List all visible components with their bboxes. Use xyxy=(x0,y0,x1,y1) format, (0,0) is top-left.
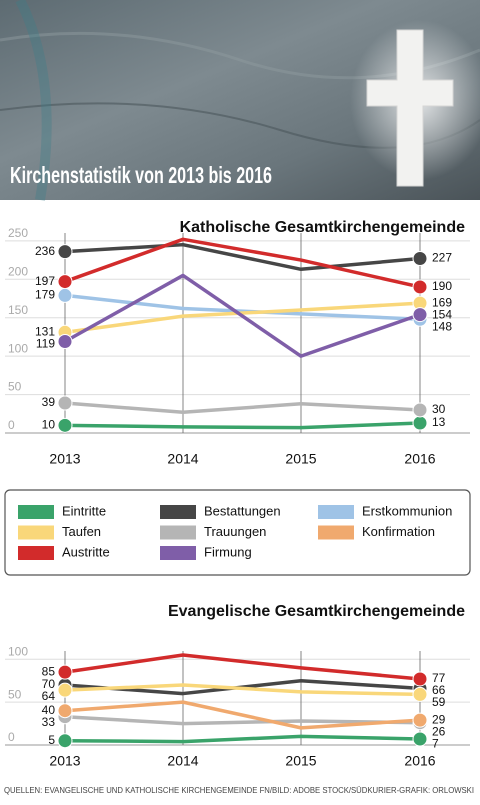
point-marker xyxy=(412,307,428,323)
point-marker xyxy=(57,417,73,433)
point-marker xyxy=(412,279,428,295)
y-tick-label: 0 xyxy=(8,418,15,432)
point-marker xyxy=(57,682,73,698)
legend-swatch xyxy=(160,525,196,540)
data-label: 148 xyxy=(432,319,452,333)
data-label: 10 xyxy=(42,417,56,431)
data-label: 7 xyxy=(432,736,439,750)
series-line xyxy=(64,714,421,726)
legend-swatch xyxy=(318,505,354,519)
y-tick-label: 100 xyxy=(8,644,28,658)
y-tick-label: 50 xyxy=(8,687,22,701)
header-title: Kirchenstatistik von 2013 bis 2016 xyxy=(10,162,272,188)
legend-label: Bestattungen xyxy=(204,503,281,518)
series-line xyxy=(64,293,421,321)
legend-label: Firmung xyxy=(204,544,252,559)
point-marker xyxy=(412,402,428,418)
y-tick-label: 50 xyxy=(8,380,22,394)
legend-swatch xyxy=(160,505,196,519)
x-tick-label: 2016 xyxy=(404,451,435,467)
data-label: 169 xyxy=(432,295,452,309)
data-label: 227 xyxy=(432,251,452,265)
data-label: 40 xyxy=(42,703,56,717)
x-tick-label: 2016 xyxy=(404,753,435,769)
data-label: 30 xyxy=(432,402,446,416)
data-label: 154 xyxy=(432,307,452,321)
legend-label: Eintritte xyxy=(62,503,106,518)
legend-label: Trauungen xyxy=(204,524,266,539)
point-marker xyxy=(57,733,73,749)
data-label: 29 xyxy=(432,712,446,726)
legend-swatch xyxy=(18,546,54,560)
legend-swatch xyxy=(18,525,54,540)
point-marker xyxy=(57,664,73,680)
data-label: 197 xyxy=(35,274,55,288)
data-label: 70 xyxy=(42,677,56,691)
point-marker xyxy=(57,244,73,260)
x-tick-label: 2013 xyxy=(49,451,80,467)
series-line xyxy=(64,734,421,744)
y-tick-label: 100 xyxy=(8,341,28,355)
data-label: 77 xyxy=(432,671,446,685)
series-line xyxy=(64,421,421,430)
data-label: 179 xyxy=(35,288,55,302)
legend-swatch xyxy=(318,525,354,540)
legend-label: Konfirmation xyxy=(362,524,435,539)
x-tick-label: 2014 xyxy=(167,451,198,467)
point-marker xyxy=(412,731,428,747)
x-tick-label: 2014 xyxy=(167,753,198,769)
header-image xyxy=(0,0,480,201)
point-marker xyxy=(57,334,73,350)
legend-label: Erstkommunion xyxy=(362,503,452,518)
chart-title: Katholische Gesamtkirchengemeinde xyxy=(180,219,466,236)
data-label: 39 xyxy=(42,395,56,409)
data-label: 64 xyxy=(42,689,56,703)
source-note: QUELLEN: EVANGELISCHE UND KATHOLISCHE KI… xyxy=(4,785,474,795)
legend-swatch xyxy=(160,546,196,560)
series-line xyxy=(64,700,421,730)
point-marker xyxy=(57,395,73,411)
series-line xyxy=(64,273,421,358)
point-marker xyxy=(412,671,428,687)
point-marker xyxy=(412,712,428,728)
y-tick-label: 250 xyxy=(8,226,28,240)
chart-title: Evangelische Gesamtkirchengemeinde xyxy=(168,603,465,620)
legend-label: Taufen xyxy=(62,524,101,539)
data-label: 119 xyxy=(36,336,55,350)
point-marker xyxy=(57,287,73,303)
y-tick-label: 0 xyxy=(8,730,15,744)
point-marker xyxy=(412,251,428,267)
x-tick-label: 2015 xyxy=(285,753,316,769)
data-label: 33 xyxy=(42,715,56,729)
point-marker xyxy=(412,415,428,431)
point-marker xyxy=(57,274,73,290)
x-tick-label: 2015 xyxy=(285,451,316,467)
legend-label: Austritte xyxy=(62,544,110,559)
data-label: 131 xyxy=(35,324,55,338)
data-label: 190 xyxy=(432,279,452,293)
data-label: 26 xyxy=(432,724,446,738)
x-tick-label: 2013 xyxy=(49,753,80,769)
data-label: 66 xyxy=(432,683,446,697)
data-label: 5 xyxy=(48,733,55,747)
series-line xyxy=(64,401,421,414)
point-marker xyxy=(57,703,73,719)
data-label: 59 xyxy=(432,695,446,709)
y-tick-label: 150 xyxy=(8,303,28,317)
series-line xyxy=(64,653,421,681)
series-line xyxy=(64,683,421,697)
series-line xyxy=(64,301,421,335)
data-label: 85 xyxy=(42,664,56,678)
legend-swatch xyxy=(18,505,54,519)
series-line xyxy=(64,237,421,289)
series-line xyxy=(64,242,421,272)
point-marker xyxy=(412,686,428,702)
y-tick-label: 200 xyxy=(8,264,28,278)
data-label: 236 xyxy=(35,244,55,258)
data-label: 13 xyxy=(432,415,446,429)
